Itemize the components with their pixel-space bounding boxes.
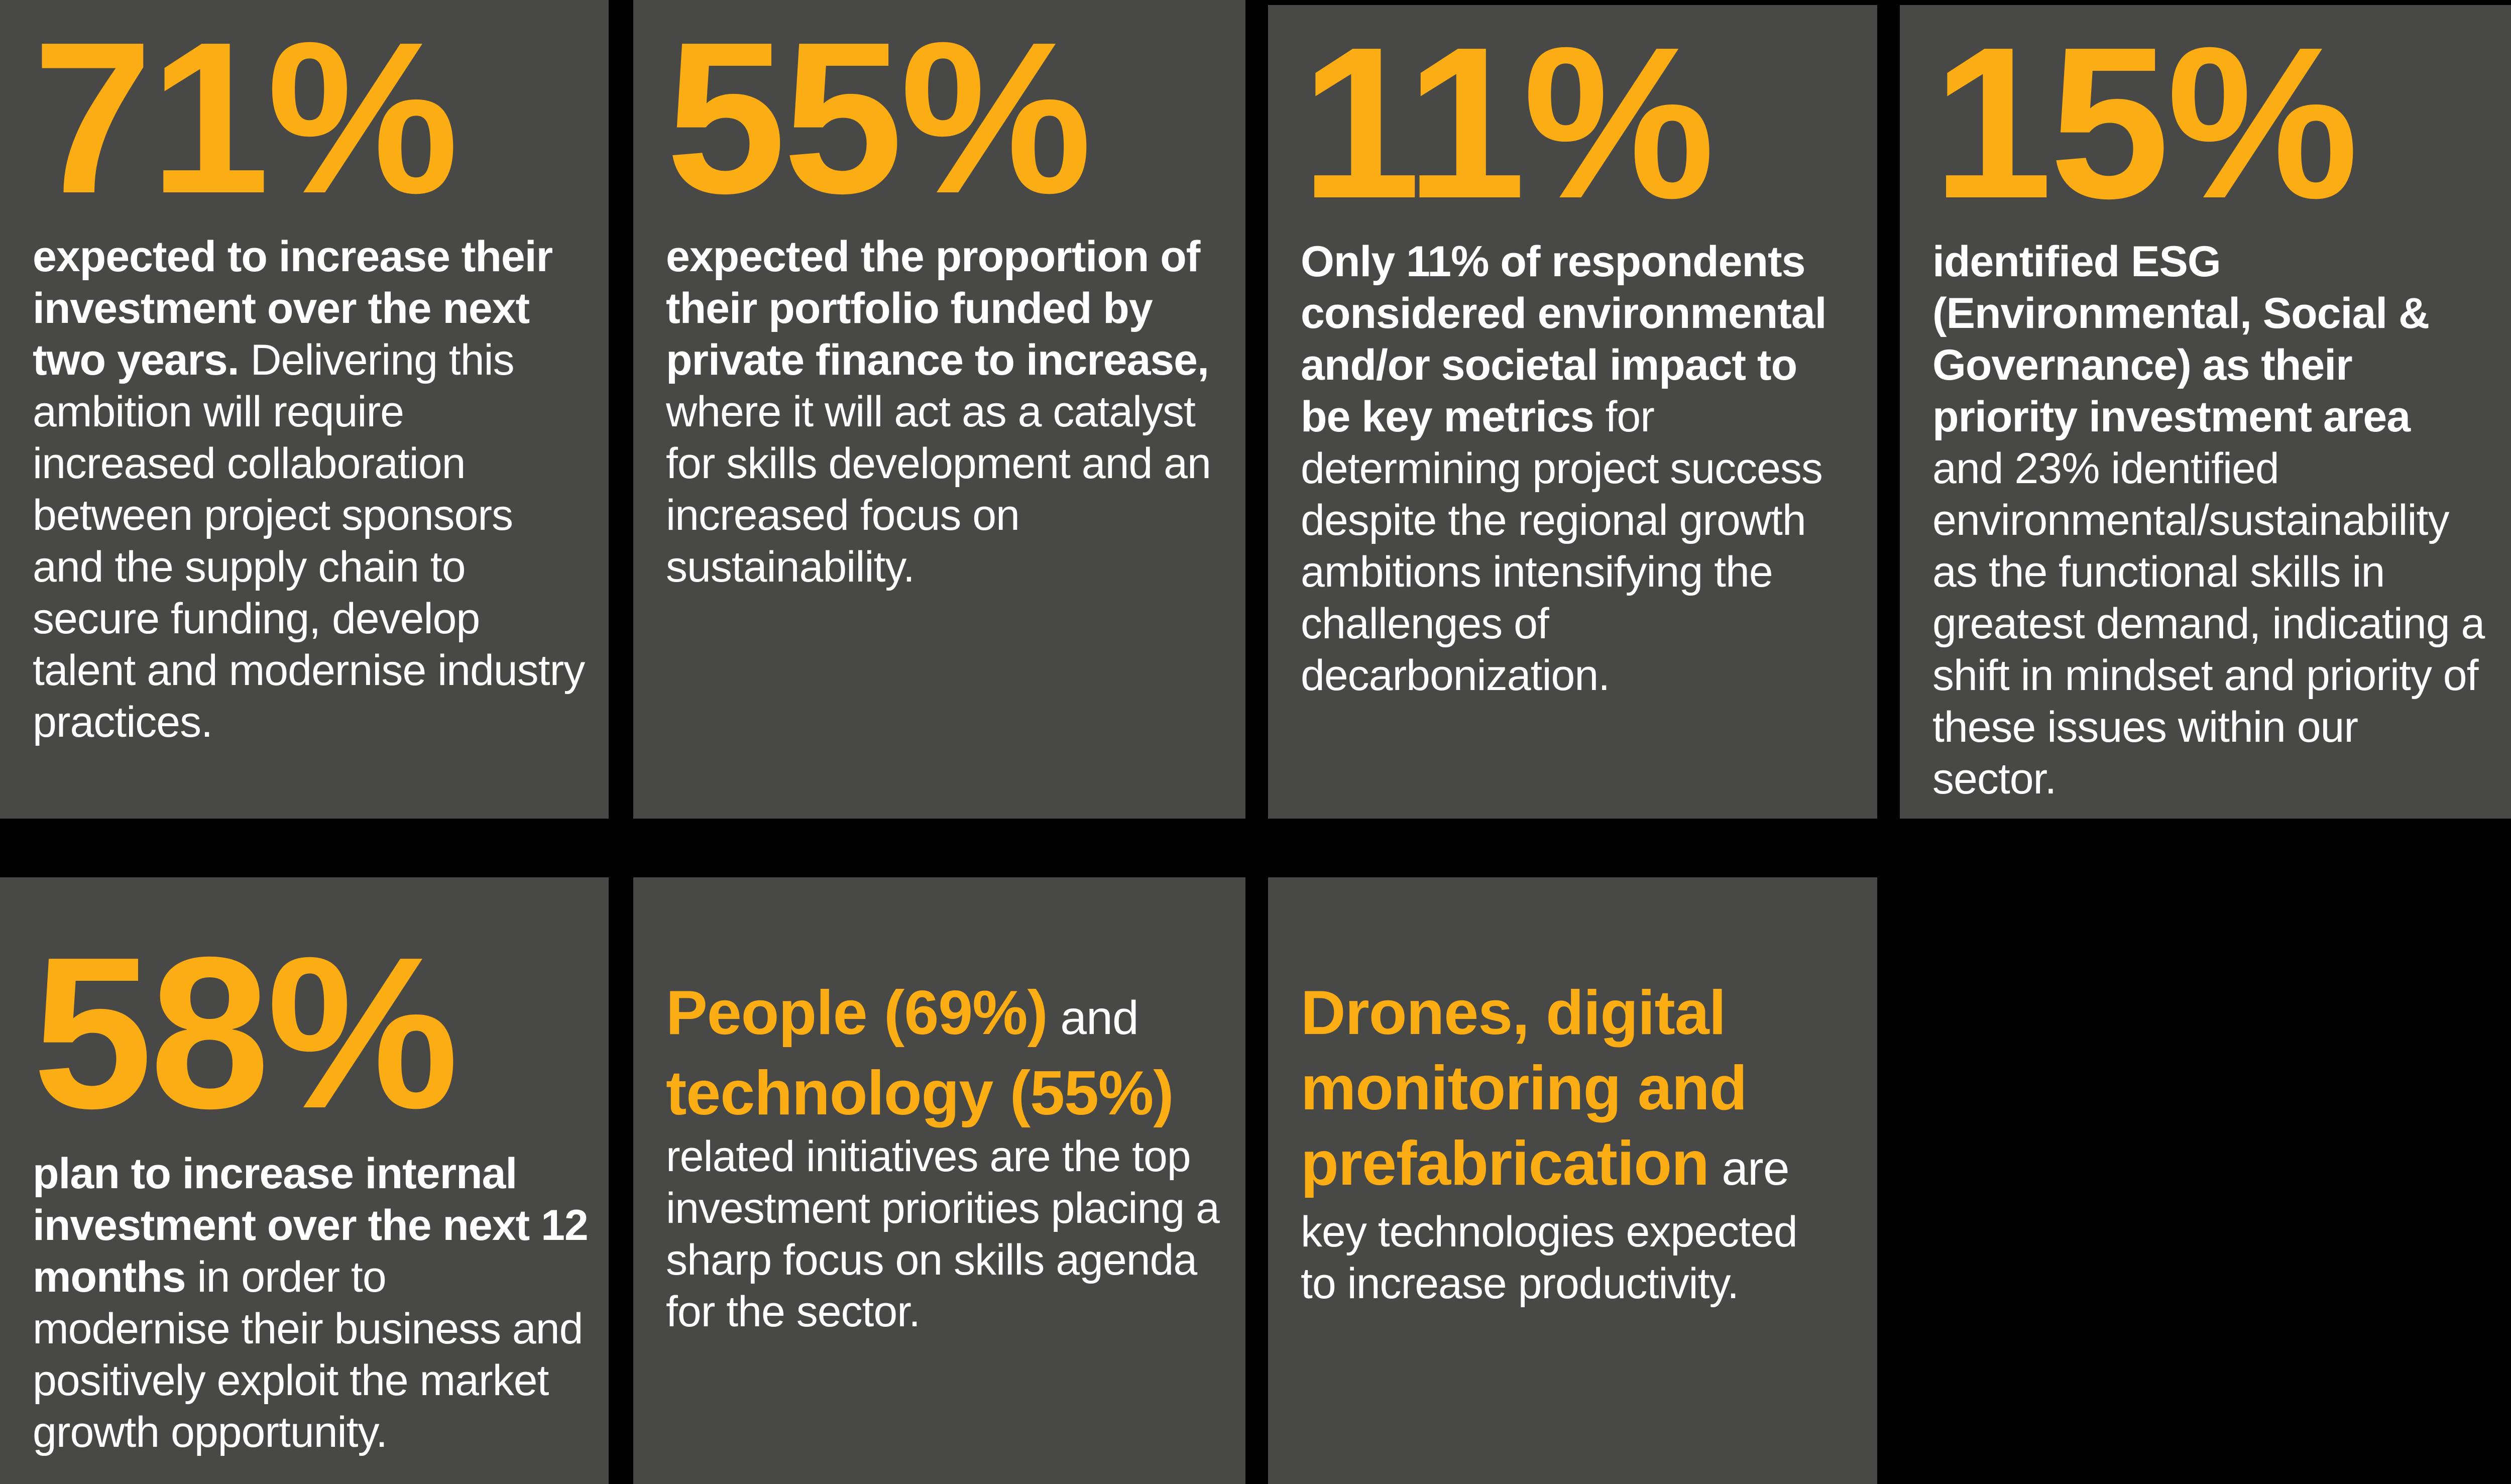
stat-description: expected the proportion of their portfol…: [666, 231, 1225, 593]
card-people-technology: People (69%) and technology (55%) relate…: [633, 877, 1245, 1484]
text-segment-lead: expected to increase their investment ov…: [33, 233, 553, 384]
stat-description: Only 11% of respondents considered envir…: [1301, 236, 1857, 702]
stat-card-71: 71% expected to increase their investmen…: [0, 0, 609, 819]
text-segment-lead: expected the proportion of their portfol…: [666, 233, 1209, 384]
stat-card-11: 11% Only 11% of respondents considered e…: [1268, 5, 1877, 819]
card-drones-technologies: Drones, digital monitoring and prefabric…: [1268, 877, 1877, 1484]
stat-card-15: 15% identified ESG (Environmental, Socia…: [1900, 5, 2511, 819]
stat-description: expected to increase their investment ov…: [33, 231, 589, 748]
text-segment-link: and: [1047, 991, 1139, 1045]
stat-value: 58%: [33, 912, 459, 1154]
stat-value: 15%: [1932, 5, 2359, 244]
text-segment-link: are: [1708, 1142, 1789, 1195]
text-segment-body: where it will act as a catalyst for skil…: [666, 388, 1211, 591]
text-segment-lead: identified ESG (Environmental, Social & …: [1932, 238, 2430, 441]
stat-card-55: 55% expected the proportion of their por…: [633, 0, 1245, 819]
text-segment-accent: People (69%): [666, 978, 1048, 1048]
text-segment-accent: technology (55%): [666, 1059, 1174, 1128]
stat-value: 11%: [1301, 5, 1715, 244]
text-segment-body: related initiatives are the top investme…: [666, 1132, 1220, 1336]
stat-description: Drones, digital monitoring and prefabric…: [1301, 975, 1802, 1310]
stat-description: People (69%) and technology (55%) relate…: [666, 975, 1225, 1338]
text-segment-accent: Drones, digital monitoring and prefabric…: [1301, 978, 1747, 1198]
stat-description: plan to increase internal investment ove…: [33, 1148, 589, 1458]
stat-value: 55%: [666, 0, 1092, 239]
stat-value: 71%: [33, 0, 459, 239]
text-segment-lead: plan to increase internal investment ove…: [33, 1150, 589, 1301]
text-segment-lead: Only 11% of respondents considered envir…: [1301, 238, 1827, 441]
text-segment-body: for determining project success despite …: [1301, 393, 1823, 700]
text-segment-body: and 23% identified environmental/sustain…: [1932, 444, 2485, 803]
stat-card-58: 58% plan to increase internal investment…: [0, 877, 609, 1484]
text-segment-body: Delivering this ambition will require in…: [33, 336, 585, 746]
text-segment-body: key technologies expected to increase pr…: [1301, 1208, 1798, 1308]
stat-description: identified ESG (Environmental, Social & …: [1932, 236, 2491, 805]
text-segment-body: in order to modernise their business and…: [33, 1253, 583, 1456]
